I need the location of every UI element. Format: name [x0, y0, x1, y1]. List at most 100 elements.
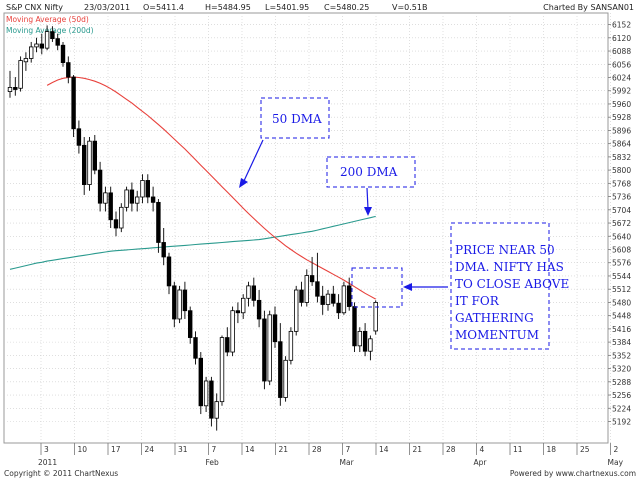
y-tick-label: 5512 — [612, 285, 631, 294]
note-line-4: IT FOR — [455, 294, 500, 308]
y-tick-label: 5960 — [612, 100, 631, 109]
y-tick-label: 5544 — [612, 272, 631, 281]
candle — [18, 56, 23, 92]
candle — [182, 281, 188, 319]
candle — [119, 203, 124, 233]
ma50-path — [46, 76, 376, 300]
candle-body — [346, 285, 352, 307]
candle-body — [119, 206, 124, 229]
candle — [87, 137, 92, 191]
x-tick-label: 18 — [547, 445, 557, 454]
candle-body — [7, 87, 13, 92]
candle — [209, 376, 214, 427]
candle — [129, 182, 135, 212]
candle — [235, 302, 241, 324]
candle — [320, 285, 325, 315]
y-tick-label: 5640 — [612, 232, 631, 241]
candle — [76, 120, 82, 154]
candle — [278, 323, 283, 406]
y-tick-label: 5224 — [612, 404, 631, 413]
note-line-3: TO CLOSE ABOVE — [455, 277, 569, 291]
candle-body — [272, 314, 278, 343]
candle — [145, 174, 150, 204]
candle-body — [66, 62, 71, 78]
x-month-label: Mar — [340, 458, 355, 467]
x-tick-label: 4 — [480, 445, 485, 454]
annotation-50dma: 50 DMA — [239, 97, 330, 188]
candle — [304, 269, 309, 307]
candle-body — [341, 285, 347, 314]
candle-body — [198, 357, 203, 407]
candle-body — [193, 337, 198, 359]
footer-powered: Powered by www.chartnexus.com — [510, 469, 636, 478]
y-tick-label: 5768 — [612, 179, 631, 188]
charted-by-label: Charted By SANSAN01 — [543, 3, 634, 12]
low-label: L=5401.95 — [265, 3, 309, 12]
x-tick-label: 21 — [413, 445, 423, 454]
x-tick-label: 31 — [178, 445, 188, 454]
x-axis: 310172431714212871421284111825292011FebM… — [38, 443, 624, 467]
candle-body — [251, 285, 256, 301]
y-tick-label: 5992 — [612, 87, 631, 96]
candle-body — [129, 189, 135, 204]
candle-body — [97, 169, 103, 204]
candle — [267, 310, 272, 386]
candle-body — [34, 43, 39, 48]
open-label: O=5411.4 — [143, 3, 184, 12]
y-tick-label: 5288 — [612, 378, 631, 387]
candle-body — [87, 140, 92, 185]
candle-body — [304, 275, 309, 303]
candle — [341, 281, 347, 315]
x-tick-label: 11 — [513, 445, 523, 454]
candle — [193, 331, 198, 365]
candle — [251, 277, 256, 307]
candle — [187, 306, 193, 344]
x-tick-label: 17 — [111, 445, 121, 454]
candle — [283, 356, 288, 402]
x-month-label: May — [608, 458, 624, 467]
candle — [134, 190, 140, 212]
candle-body — [161, 242, 166, 258]
candle — [161, 228, 166, 266]
candle — [225, 327, 230, 357]
x-tick-label: 28 — [446, 445, 456, 454]
candle-body — [177, 289, 182, 320]
candle-body — [331, 293, 336, 304]
candle-body — [267, 314, 272, 382]
x-tick-label: 10 — [78, 445, 88, 454]
candle — [357, 327, 362, 353]
x-tick-label: 14 — [379, 445, 389, 454]
close-label: C=5480.25 — [324, 3, 369, 12]
candle — [299, 281, 304, 307]
annotation-200dma: 200 DMA — [326, 156, 416, 216]
y-tick-label: 5384 — [612, 338, 631, 347]
x-tick-label: 24 — [145, 445, 155, 454]
candle-body — [299, 289, 304, 303]
y-tick-label: 5448 — [612, 312, 631, 321]
candle-body — [172, 285, 177, 320]
footer-copyright: Copyright © 2011 ChartNexus — [4, 469, 118, 478]
y-tick-label: 5800 — [612, 166, 631, 175]
candle — [108, 186, 113, 228]
ma50-line — [46, 76, 376, 300]
candle-body — [203, 380, 209, 407]
x-month-label: 2011 — [38, 458, 57, 467]
note-line-6: MOMENTUM — [455, 328, 539, 342]
note-line-1: PRICE NEAR 50 — [455, 243, 555, 257]
candle-body — [230, 310, 235, 353]
ma200-line — [9, 215, 376, 270]
candle — [325, 290, 331, 311]
x-tick-label: 7 — [346, 445, 351, 454]
candle-body — [214, 401, 219, 419]
candle-body — [325, 293, 331, 305]
legend-ma200: Moving Average (200d) — [6, 26, 94, 35]
candle-body — [108, 192, 113, 221]
candle-body — [235, 310, 241, 314]
candle — [256, 290, 262, 328]
candle — [156, 199, 161, 253]
candle — [288, 327, 294, 365]
candle-body — [71, 76, 76, 130]
candle-body — [150, 196, 156, 203]
candle — [150, 186, 156, 212]
candle — [315, 252, 320, 303]
